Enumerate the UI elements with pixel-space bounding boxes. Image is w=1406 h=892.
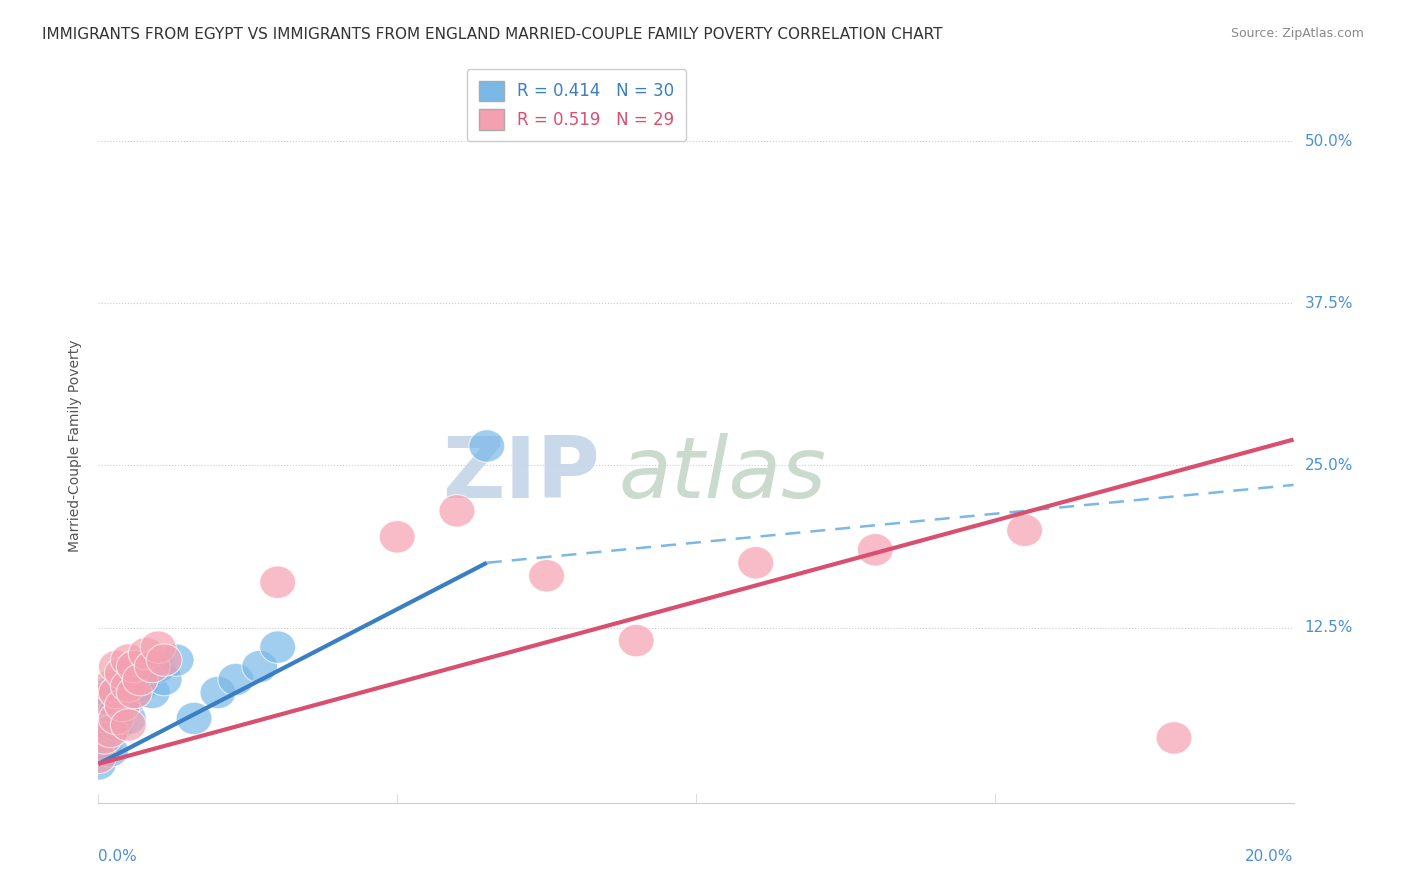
Ellipse shape (93, 670, 128, 702)
Ellipse shape (200, 676, 236, 709)
Ellipse shape (98, 650, 135, 682)
Ellipse shape (98, 709, 135, 741)
Ellipse shape (110, 644, 146, 676)
Ellipse shape (98, 696, 135, 728)
Ellipse shape (80, 741, 117, 773)
Ellipse shape (98, 702, 135, 735)
Ellipse shape (87, 709, 122, 741)
Ellipse shape (146, 644, 183, 676)
Ellipse shape (93, 676, 128, 709)
Ellipse shape (104, 690, 141, 722)
Ellipse shape (110, 670, 146, 702)
Ellipse shape (141, 650, 176, 682)
Text: 12.5%: 12.5% (1305, 620, 1353, 635)
Ellipse shape (93, 690, 128, 722)
Text: atlas: atlas (619, 433, 827, 516)
Ellipse shape (104, 670, 141, 702)
Text: 0.0%: 0.0% (98, 849, 138, 864)
Ellipse shape (470, 430, 505, 462)
Legend: R = 0.414   N = 30, R = 0.519   N = 29: R = 0.414 N = 30, R = 0.519 N = 29 (467, 69, 686, 141)
Text: 25.0%: 25.0% (1305, 458, 1353, 473)
Ellipse shape (98, 676, 135, 709)
Ellipse shape (87, 722, 122, 754)
Ellipse shape (117, 676, 152, 709)
Ellipse shape (110, 702, 146, 735)
Text: Source: ZipAtlas.com: Source: ZipAtlas.com (1230, 27, 1364, 40)
Ellipse shape (1156, 722, 1192, 754)
Ellipse shape (146, 664, 183, 696)
Ellipse shape (117, 657, 152, 690)
Ellipse shape (87, 682, 122, 715)
Ellipse shape (738, 547, 773, 579)
Ellipse shape (87, 728, 122, 761)
Ellipse shape (176, 702, 212, 735)
Ellipse shape (98, 676, 135, 709)
Ellipse shape (128, 638, 165, 670)
Ellipse shape (218, 664, 254, 696)
Ellipse shape (122, 670, 159, 702)
Ellipse shape (858, 533, 893, 566)
Ellipse shape (260, 631, 295, 664)
Ellipse shape (93, 735, 128, 767)
Ellipse shape (141, 631, 176, 664)
Ellipse shape (117, 676, 152, 709)
Ellipse shape (110, 664, 146, 696)
Ellipse shape (122, 664, 159, 696)
Ellipse shape (242, 650, 278, 682)
Ellipse shape (135, 676, 170, 709)
Ellipse shape (439, 495, 475, 527)
Ellipse shape (93, 715, 128, 747)
Ellipse shape (529, 559, 565, 592)
Ellipse shape (110, 709, 146, 741)
Text: 50.0%: 50.0% (1305, 134, 1353, 149)
Ellipse shape (159, 644, 194, 676)
Ellipse shape (87, 690, 122, 722)
Ellipse shape (260, 566, 295, 599)
Y-axis label: Married-Couple Family Poverty: Married-Couple Family Poverty (69, 340, 83, 552)
Text: 37.5%: 37.5% (1305, 296, 1353, 310)
Text: ZIP: ZIP (443, 433, 600, 516)
Ellipse shape (80, 747, 117, 780)
Ellipse shape (110, 682, 146, 715)
Ellipse shape (619, 624, 654, 657)
Ellipse shape (128, 657, 165, 690)
Ellipse shape (117, 650, 152, 682)
Ellipse shape (380, 521, 415, 553)
Ellipse shape (135, 650, 170, 682)
Ellipse shape (1007, 514, 1043, 547)
Text: IMMIGRANTS FROM EGYPT VS IMMIGRANTS FROM ENGLAND MARRIED-COUPLE FAMILY POVERTY C: IMMIGRANTS FROM EGYPT VS IMMIGRANTS FROM… (42, 27, 942, 42)
Ellipse shape (104, 690, 141, 722)
Text: 20.0%: 20.0% (1246, 849, 1294, 864)
Ellipse shape (93, 715, 128, 747)
Ellipse shape (104, 657, 141, 690)
